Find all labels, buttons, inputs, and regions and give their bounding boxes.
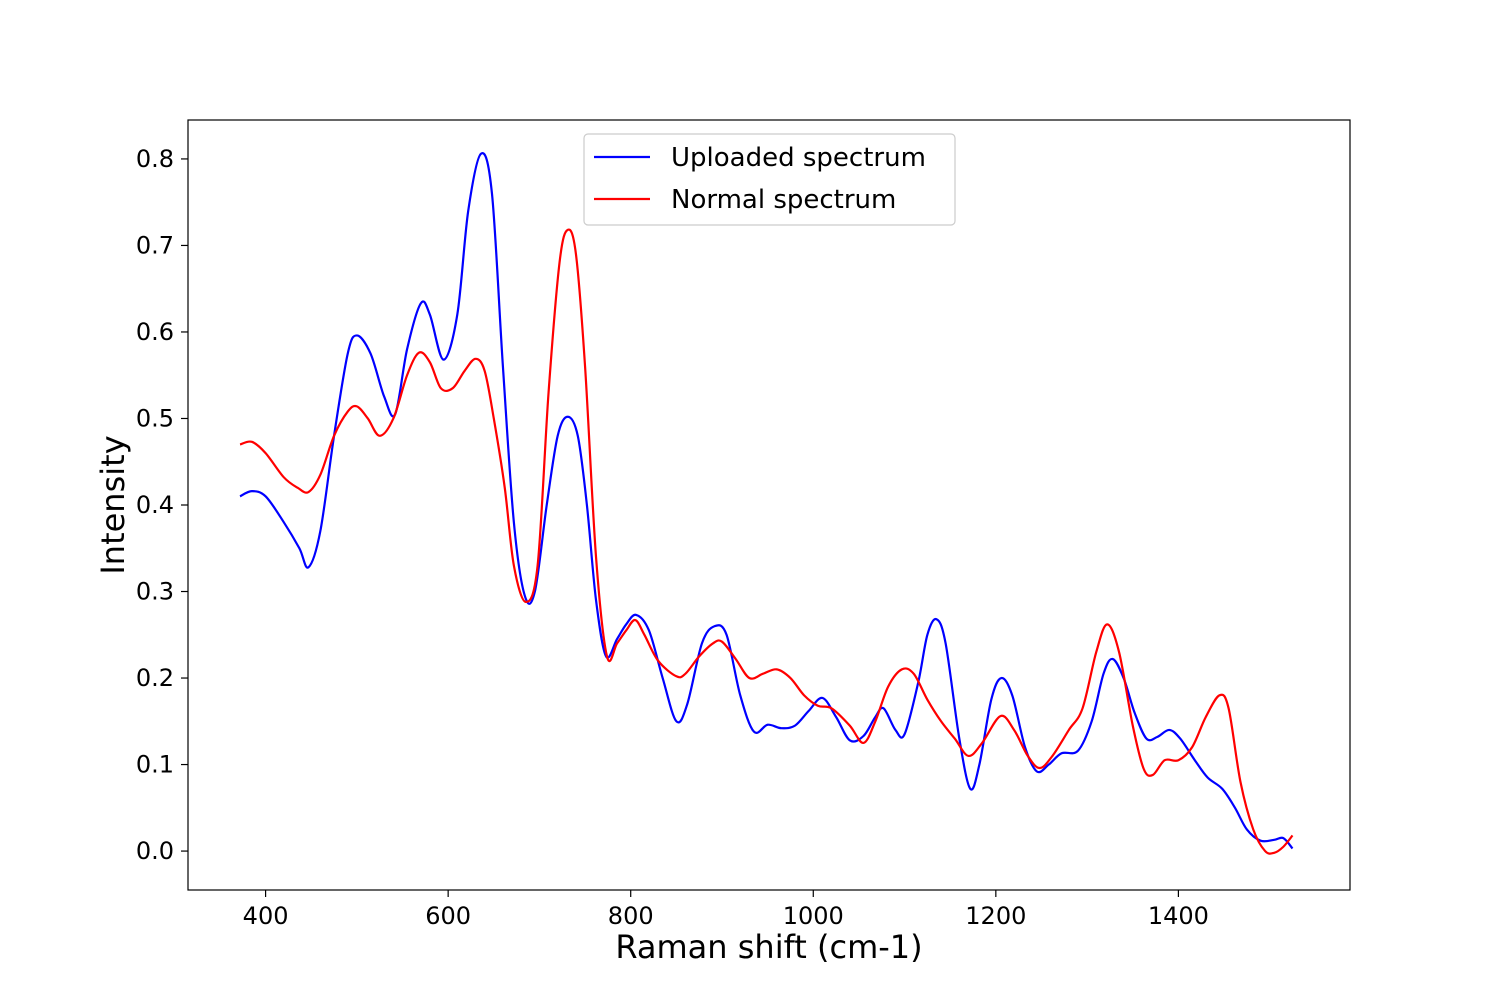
y-tick-label: 0.2 bbox=[136, 664, 174, 692]
y-tick-label: 0.3 bbox=[136, 578, 174, 606]
y-tick-label: 0.0 bbox=[136, 837, 174, 865]
x-tick-label: 1400 bbox=[1148, 902, 1209, 930]
y-tick-label: 0.8 bbox=[136, 145, 174, 173]
x-axis-title: Raman shift (cm-1) bbox=[615, 928, 922, 966]
legend: Uploaded spectrum Normal spectrum bbox=[583, 133, 956, 226]
y-axis-ticks: 0.0 0.1 0.2 0.3 0.4 0.5 0.6 0.7 0.8 bbox=[136, 145, 188, 865]
legend-label-uploaded: Uploaded spectrum bbox=[671, 143, 926, 173]
y-tick-label: 0.6 bbox=[136, 318, 174, 346]
x-tick-label: 400 bbox=[243, 902, 289, 930]
y-tick-label: 0.1 bbox=[136, 751, 174, 779]
y-tick-label: 0.4 bbox=[136, 491, 174, 519]
x-tick-label: 800 bbox=[608, 902, 654, 930]
legend-box bbox=[583, 133, 956, 226]
x-tick-label: 1200 bbox=[965, 902, 1026, 930]
y-tick-label: 0.5 bbox=[136, 404, 174, 432]
series-line-normal bbox=[239, 228, 1294, 855]
x-axis-ticks: 400 600 800 1000 1200 1400 bbox=[243, 890, 1209, 930]
x-tick-label: 1000 bbox=[783, 902, 844, 930]
plot-lines bbox=[239, 152, 1294, 855]
x-tick-label: 600 bbox=[425, 902, 471, 930]
y-axis-title: Intensity bbox=[94, 435, 132, 574]
plot-frame bbox=[187, 119, 1351, 891]
y-tick-label: 0.7 bbox=[136, 231, 174, 259]
legend-label-normal: Normal spectrum bbox=[671, 185, 896, 215]
series-line-uploaded bbox=[239, 152, 1294, 850]
